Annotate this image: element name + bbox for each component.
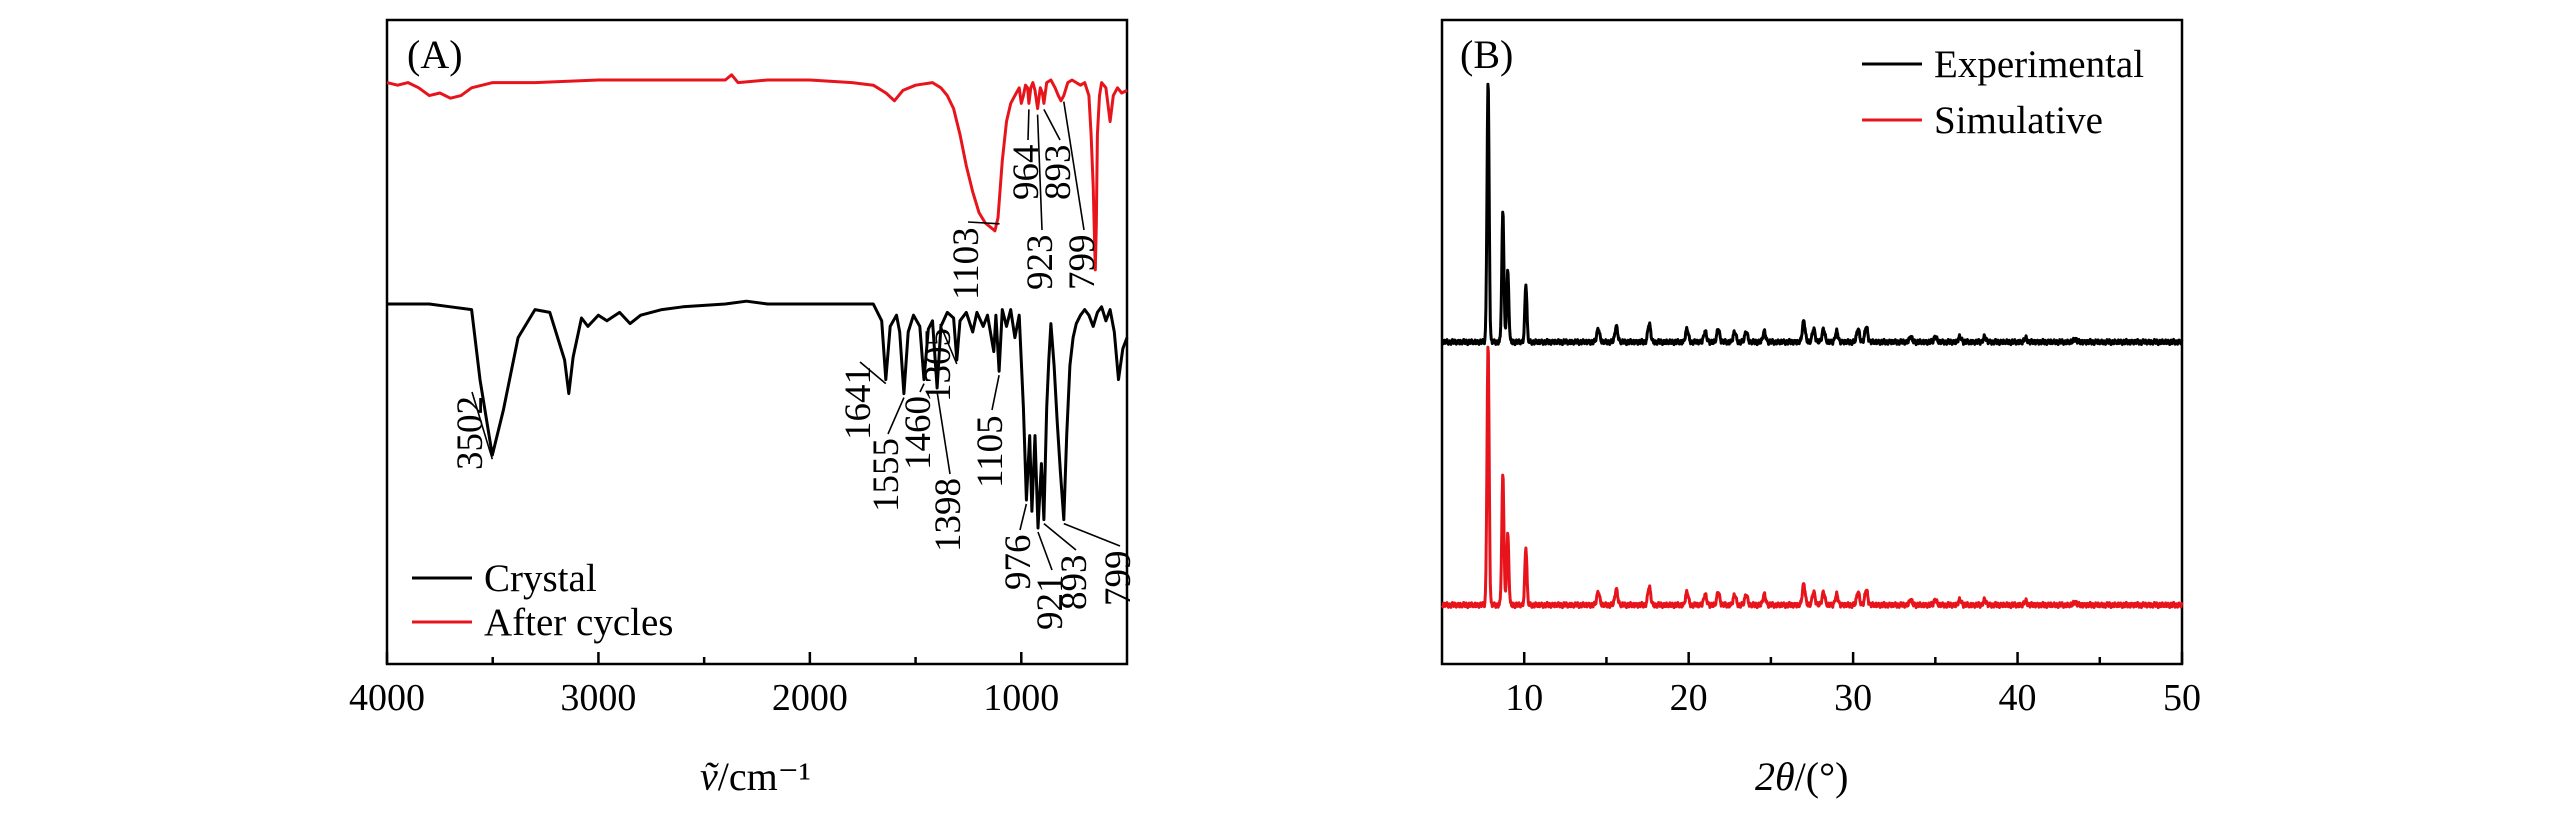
panel-b-xtick-label: 20 (1670, 677, 1708, 719)
series-line-experimental (1440, 82, 2184, 347)
annotation-leader (1019, 503, 1028, 531)
annotation-leader (1043, 109, 1061, 141)
panel-a-xlabel: ṽ/cm⁻¹ (700, 754, 811, 799)
annotation-leader (1063, 522, 1121, 547)
panel-a-frame (385, 18, 1129, 666)
panel-a-xtick-label: 1000 (983, 677, 1059, 719)
annotation-label-crystal: 1460 (898, 396, 939, 470)
annotation-label-crystal: 799 (1098, 551, 1139, 607)
annotation-leader (919, 383, 925, 393)
annotation-label-crystal: 976 (998, 535, 1039, 591)
annotation-leader (859, 361, 887, 385)
annotation-leader (991, 375, 1000, 411)
panel-a-xtick-label: 4000 (349, 677, 425, 719)
annotation-leader (887, 397, 905, 435)
series-line-simulative (1440, 345, 2184, 610)
annotation-label-after-cycles: 923 (1020, 235, 1061, 291)
legend-label-crystal: Crystal (484, 557, 597, 600)
legend-label-after-cycles: After cycles (484, 601, 673, 644)
annotation-leader (1043, 522, 1077, 551)
annotation-leader (967, 221, 1000, 225)
annotation-label-crystal: 1305 (918, 328, 959, 402)
annotation-label-after-cycles: 799 (1062, 235, 1103, 291)
panel-a-xlabel-unit: /cm⁻¹ (718, 754, 811, 799)
panel-b-xtick-label: 30 (1834, 677, 1872, 719)
panel-a-label: (A) (407, 32, 463, 77)
panel-b-xlabel-symbol: 2θ (1755, 754, 1795, 799)
panel-b-xlabel: 2θ/(°) (1755, 754, 1848, 799)
annotation-leader (471, 391, 494, 460)
annotation-label-crystal: 3502 (450, 396, 491, 470)
legend-label-experimental: Experimental (1934, 43, 2144, 86)
annotation-label-crystal: 1398 (928, 478, 969, 552)
annotation-leader (1027, 109, 1030, 141)
panel-b-label: (B) (1460, 32, 1513, 77)
annotation-leader (936, 391, 951, 475)
series-line-crystal (387, 299, 1129, 530)
annotation-label-crystal: 1555 (866, 438, 907, 512)
panel-b-xtick-label: 10 (1505, 677, 1543, 719)
annotation-label-after-cycles: 1103 (946, 227, 987, 300)
panel-a-xlabel-symbol: ṽ (700, 754, 719, 799)
series-line-after-cycles (386, 73, 1128, 272)
annotation-leader (1062, 101, 1085, 231)
annotation-label-after-cycles: 893 (1038, 145, 1079, 201)
annotation-leader (1037, 531, 1053, 571)
panel-b-legend: Experimental Simulative (1862, 43, 2144, 142)
panel-b-xlabel-unit: /(°) (1795, 754, 1849, 799)
annotation-label-crystal: 893 (1054, 555, 1095, 611)
panel-b-xtick-label: 40 (1999, 677, 2037, 719)
panel-a-xtick-label: 3000 (560, 677, 636, 719)
annotation-leader (939, 323, 958, 365)
panel-b: (B) 10 20 30 40 50 Experimental Simulative 2… (1440, 18, 2201, 799)
panel-b-xtick-label: 50 (2163, 677, 2201, 719)
panel-a-legend: Crystal After cycles (412, 557, 673, 644)
panel-a-xtick-label: 2000 (772, 677, 848, 719)
annotation-leader (1036, 114, 1043, 231)
legend-label-simulative: Simulative (1934, 99, 2103, 142)
annotation-label-crystal: 921 (1030, 575, 1071, 631)
annotation-label-crystal: 1641 (838, 366, 879, 440)
annotation-label-crystal: 1105 (970, 415, 1011, 488)
